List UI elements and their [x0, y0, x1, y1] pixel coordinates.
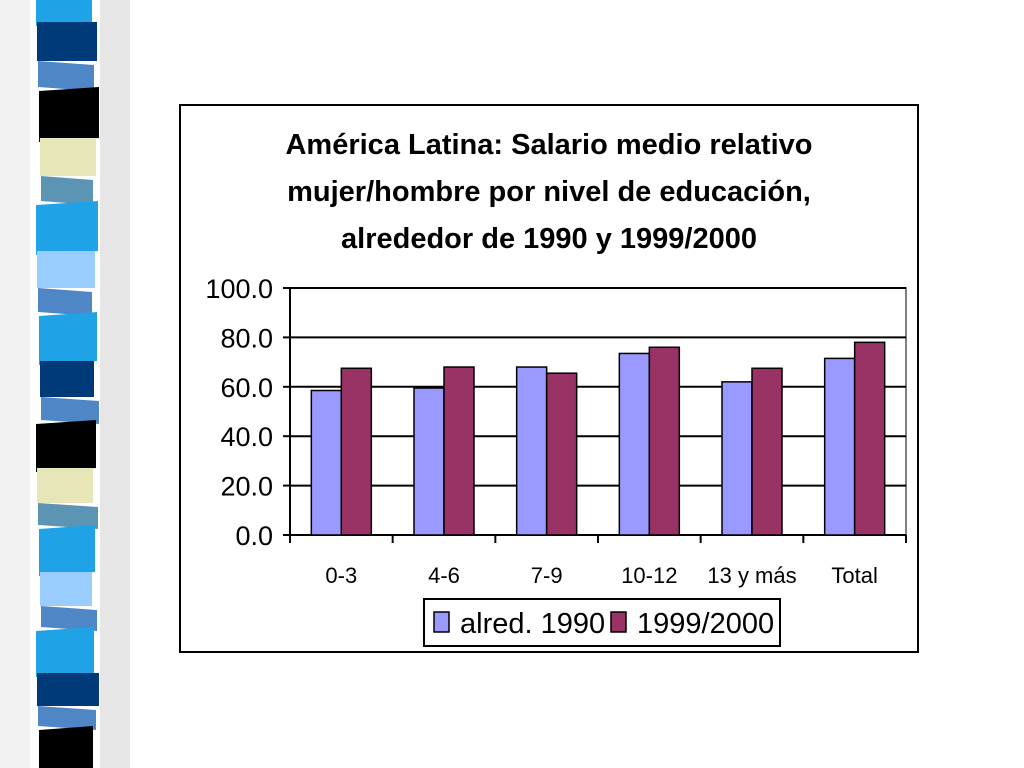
strip-block	[38, 706, 96, 730]
strip-block	[39, 312, 97, 365]
bar-series-1	[310, 389, 343, 536]
legend: alred. 1990 1999/2000	[423, 598, 781, 647]
strip-block	[38, 503, 98, 529]
strip-block	[36, 201, 98, 255]
bar-series-1	[413, 387, 445, 536]
bar-series-1	[515, 366, 548, 536]
bar-series-2	[853, 341, 886, 536]
plot-area	[289, 287, 907, 536]
chart-frame: América Latina: Salario medio relativo mu…	[179, 104, 919, 653]
bar-series-2	[545, 372, 578, 536]
decorative-left-strip	[0, 0, 130, 768]
strip-block	[40, 361, 94, 397]
strip-block	[41, 176, 93, 205]
x-tick-label: 13 y más	[707, 563, 796, 588]
chart-title-line: América Latina: Salario medio relativo	[285, 129, 812, 161]
strip-block	[39, 87, 99, 142]
chart-title-line: alrededor de 1990 y 1999/2000	[341, 223, 757, 255]
strip-block	[39, 525, 95, 576]
chart-title-line: mujer/hombre por nivel de educación,	[287, 176, 811, 208]
strip-block	[36, 627, 94, 677]
y-tick-label: 60.0	[220, 373, 273, 403]
legend-swatch	[433, 611, 450, 633]
legend-label: 1999/2000	[637, 608, 774, 640]
bar-series-1	[721, 381, 753, 536]
strip-block	[37, 468, 93, 503]
strip-block	[39, 726, 93, 768]
strip-block	[38, 61, 94, 91]
strip-block	[37, 22, 97, 61]
x-tick-label: 0-3	[325, 563, 357, 588]
bar-series-1	[823, 357, 856, 536]
legend-label: alred. 1990	[460, 608, 605, 640]
legend-swatch	[610, 611, 627, 633]
bar-series-2	[443, 366, 475, 536]
strip-block	[38, 288, 92, 316]
strip-block	[37, 251, 95, 288]
bar-series-2	[751, 367, 783, 536]
strip-block	[36, 420, 96, 472]
bar-chart: América Latina: Salario medio relativo mu…	[205, 129, 907, 647]
bar-series-1	[618, 352, 651, 536]
strip-block	[41, 606, 97, 631]
y-tick-label: 20.0	[220, 472, 273, 502]
strip-block	[37, 673, 99, 706]
y-tick-label: 0.0	[235, 521, 273, 551]
legend-box	[423, 598, 781, 647]
bar-series-2	[648, 346, 681, 536]
strip-block	[40, 572, 92, 606]
x-tick-label: 10-12	[621, 563, 677, 588]
x-tick-label: Total	[831, 563, 877, 588]
x-tick-label: 4-6	[428, 563, 460, 588]
y-tick-label: 40.0	[220, 422, 273, 452]
x-tick-label: 7-9	[531, 563, 563, 588]
y-tick-label: 80.0	[220, 323, 273, 353]
strip-block	[41, 397, 99, 424]
y-tick-label: 100.0	[205, 274, 273, 304]
bar-series-2	[340, 367, 373, 536]
strip-block	[36, 0, 92, 26]
strip-block	[40, 138, 96, 176]
